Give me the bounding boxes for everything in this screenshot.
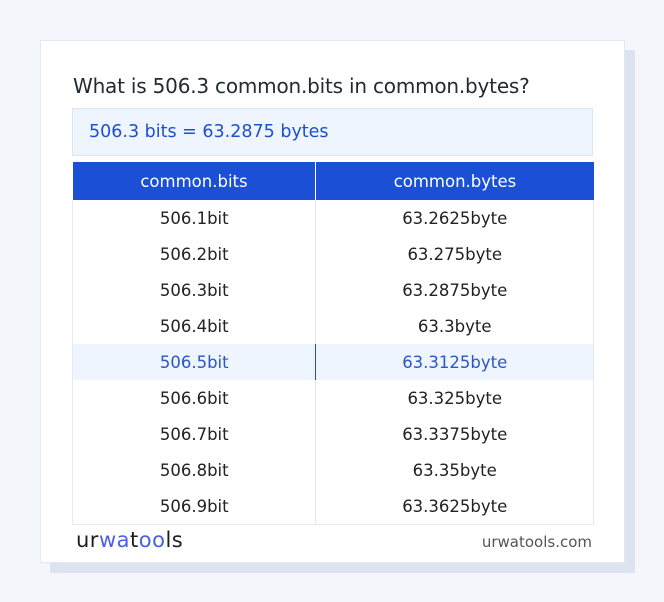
bits-cell: 506.8bit [71, 452, 317, 488]
bytes-cell: 63.325byte [315, 380, 594, 416]
bytes-cell: 63.2875byte [315, 272, 594, 308]
table-row: 506.4bit 63.3byte [71, 308, 594, 344]
table-row: 506.5bit 63.3125byte [71, 344, 594, 380]
bytes-cell: 63.3375byte [315, 416, 594, 452]
table-row: 506.1bit 63.2625byte [71, 200, 594, 236]
bytes-cell: 63.35byte [315, 452, 594, 488]
table-row: 506.3bit 63.2875byte [71, 272, 594, 308]
bits-cell: 506.3bit [71, 272, 317, 308]
bits-cell: 506.5bit [71, 344, 317, 380]
page-title: What is 506.3 common.bits in common.byte… [73, 74, 530, 98]
column-header-bytes: common.bytes [315, 162, 594, 200]
bytes-cell: 63.3125byte [315, 344, 594, 380]
table-row: 506.6bit 63.325byte [71, 380, 594, 416]
bytes-cell: 63.2625byte [315, 200, 594, 236]
table-row: 506.7bit 63.3375byte [71, 416, 594, 452]
bits-cell: 506.2bit [71, 236, 317, 272]
table-row: 506.9bit 63.3625byte [71, 488, 594, 525]
bytes-cell: 63.275byte [315, 236, 594, 272]
urwatools-logo[interactable]: urwatools [76, 528, 184, 552]
table-row: 506.2bit 63.275byte [71, 236, 594, 272]
table-row: 506.8bit 63.35byte [71, 452, 594, 488]
bits-cell: 506.4bit [71, 308, 317, 344]
bytes-cell: 63.3byte [315, 308, 594, 344]
bytes-cell: 63.3625byte [315, 488, 594, 525]
bits-cell: 506.6bit [71, 380, 317, 416]
site-url[interactable]: urwatools.com [481, 533, 592, 551]
bits-cell: 506.9bit [71, 488, 317, 525]
conversion-table: common.bits common.bytes 506.1bit 63.2625… [71, 162, 594, 525]
column-header-bits: common.bits [72, 162, 317, 200]
result-box: 506.3 bits = 63.2875 bytes [72, 108, 593, 156]
bits-cell: 506.7bit [71, 416, 317, 452]
converter-card: What is 506.3 common.bits in common.byte… [40, 40, 625, 563]
bits-cell: 506.1bit [71, 200, 317, 236]
